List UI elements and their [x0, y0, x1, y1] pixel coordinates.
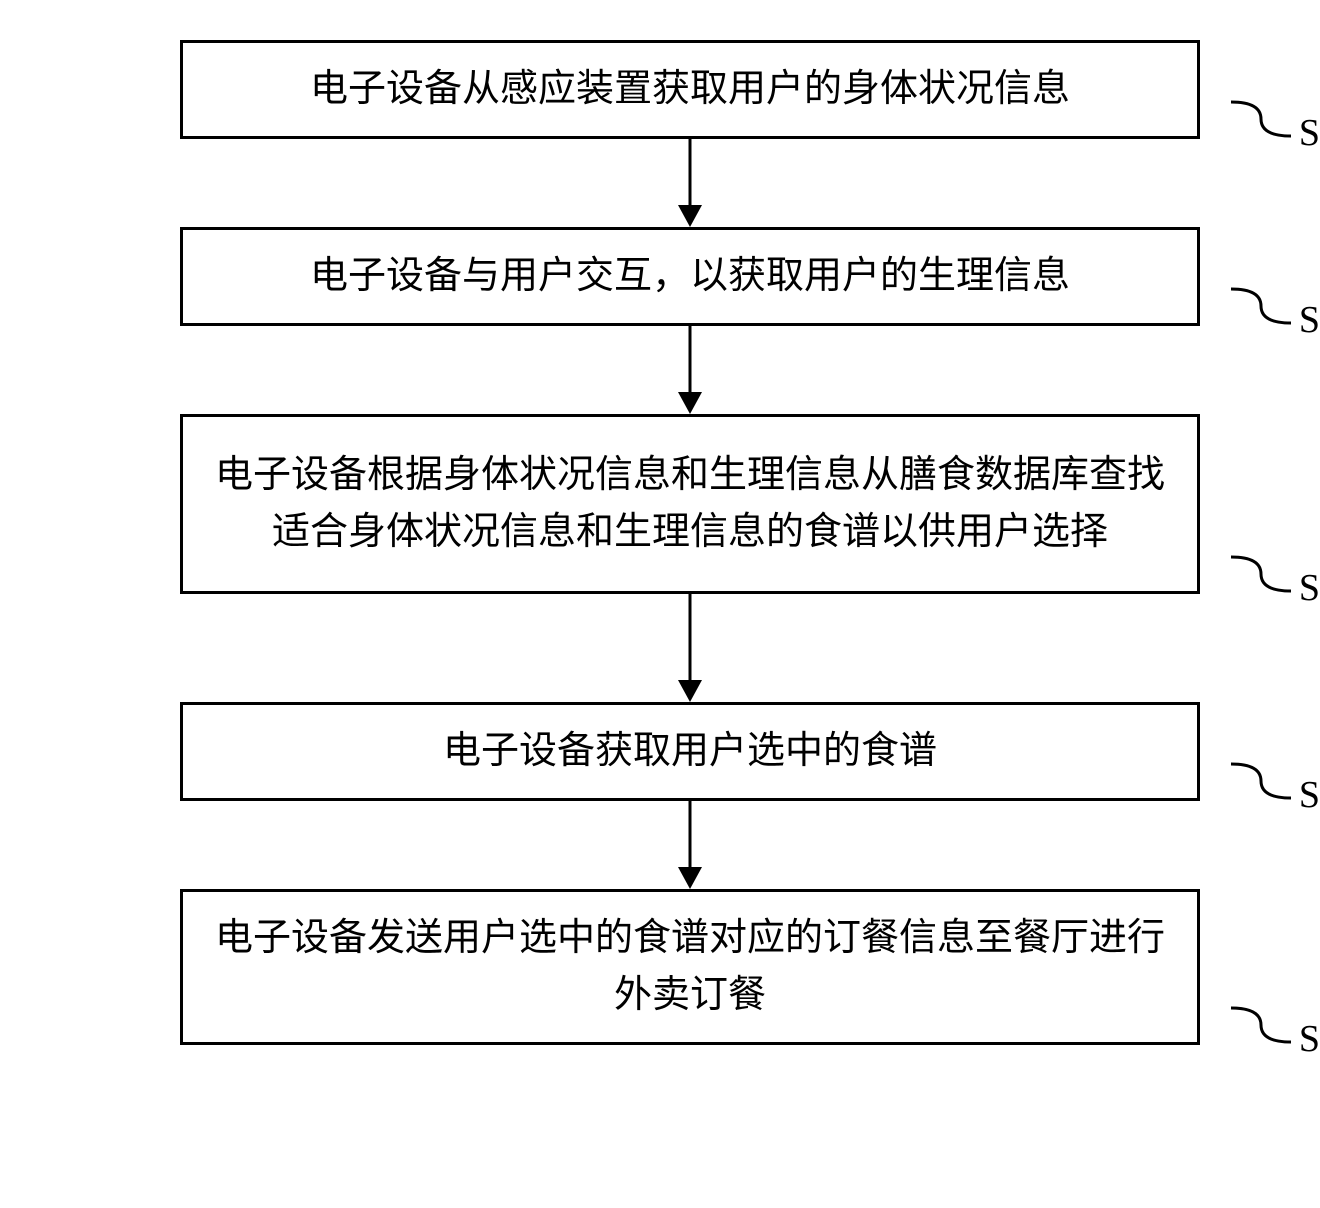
label-connector-s204: S204	[1231, 749, 1320, 806]
step-group-5: 电子设备发送用户选中的食谱对应的订餐信息至餐厅进行外卖订餐 S205	[0, 889, 1320, 1045]
step-box-s203: 电子设备根据身体状况信息和生理信息从膳食数据库查找适合身体状况信息和生理信息的食…	[180, 414, 1200, 594]
flowchart-container: 电子设备从感应装置获取用户的身体状况信息 S201 电子设备与用户交互，以获取用…	[0, 0, 1320, 1208]
arrow-4	[180, 801, 1200, 889]
label-connector-s201: S201	[1231, 87, 1320, 144]
step-text: 电子设备根据身体状况信息和生理信息从膳食数据库查找适合身体状况信息和生理信息的食…	[203, 447, 1177, 561]
label-connector-s202: S202	[1231, 274, 1320, 331]
step-label: S201	[1299, 105, 1320, 162]
step-group-3: 电子设备根据身体状况信息和生理信息从膳食数据库查找适合身体状况信息和生理信息的食…	[0, 414, 1320, 702]
step-text: 电子设备从感应装置获取用户的身体状况信息	[310, 61, 1070, 118]
step-group-1: 电子设备从感应装置获取用户的身体状况信息 S201	[0, 40, 1320, 227]
step-group-2: 电子设备与用户交互，以获取用户的生理信息 S202	[0, 227, 1320, 414]
step-group-4: 电子设备获取用户选中的食谱 S204	[0, 702, 1320, 889]
bracket-icon	[1231, 94, 1291, 144]
arrow-2	[180, 326, 1200, 414]
arrow-3	[180, 594, 1200, 702]
step-text: 电子设备获取用户选中的食谱	[443, 723, 937, 780]
label-connector-s203: S203	[1231, 542, 1320, 599]
step-box-s205: 电子设备发送用户选中的食谱对应的订餐信息至餐厅进行外卖订餐 S205	[180, 889, 1200, 1045]
step-text: 电子设备与用户交互，以获取用户的生理信息	[310, 248, 1070, 305]
bracket-icon	[1231, 549, 1291, 599]
step-box-s204: 电子设备获取用户选中的食谱 S204	[180, 702, 1200, 801]
step-box-s202: 电子设备与用户交互，以获取用户的生理信息 S202	[180, 227, 1200, 326]
label-connector-s205: S205	[1231, 993, 1320, 1050]
step-label: S205	[1299, 1011, 1320, 1068]
step-text: 电子设备发送用户选中的食谱对应的订餐信息至餐厅进行外卖订餐	[203, 910, 1177, 1024]
bracket-icon	[1231, 281, 1291, 331]
step-label: S203	[1299, 560, 1320, 617]
arrow-1	[180, 139, 1200, 227]
step-label: S202	[1299, 292, 1320, 349]
step-box-s201: 电子设备从感应装置获取用户的身体状况信息 S201	[180, 40, 1200, 139]
bracket-icon	[1231, 756, 1291, 806]
bracket-icon	[1231, 1000, 1291, 1050]
step-label: S204	[1299, 767, 1320, 824]
